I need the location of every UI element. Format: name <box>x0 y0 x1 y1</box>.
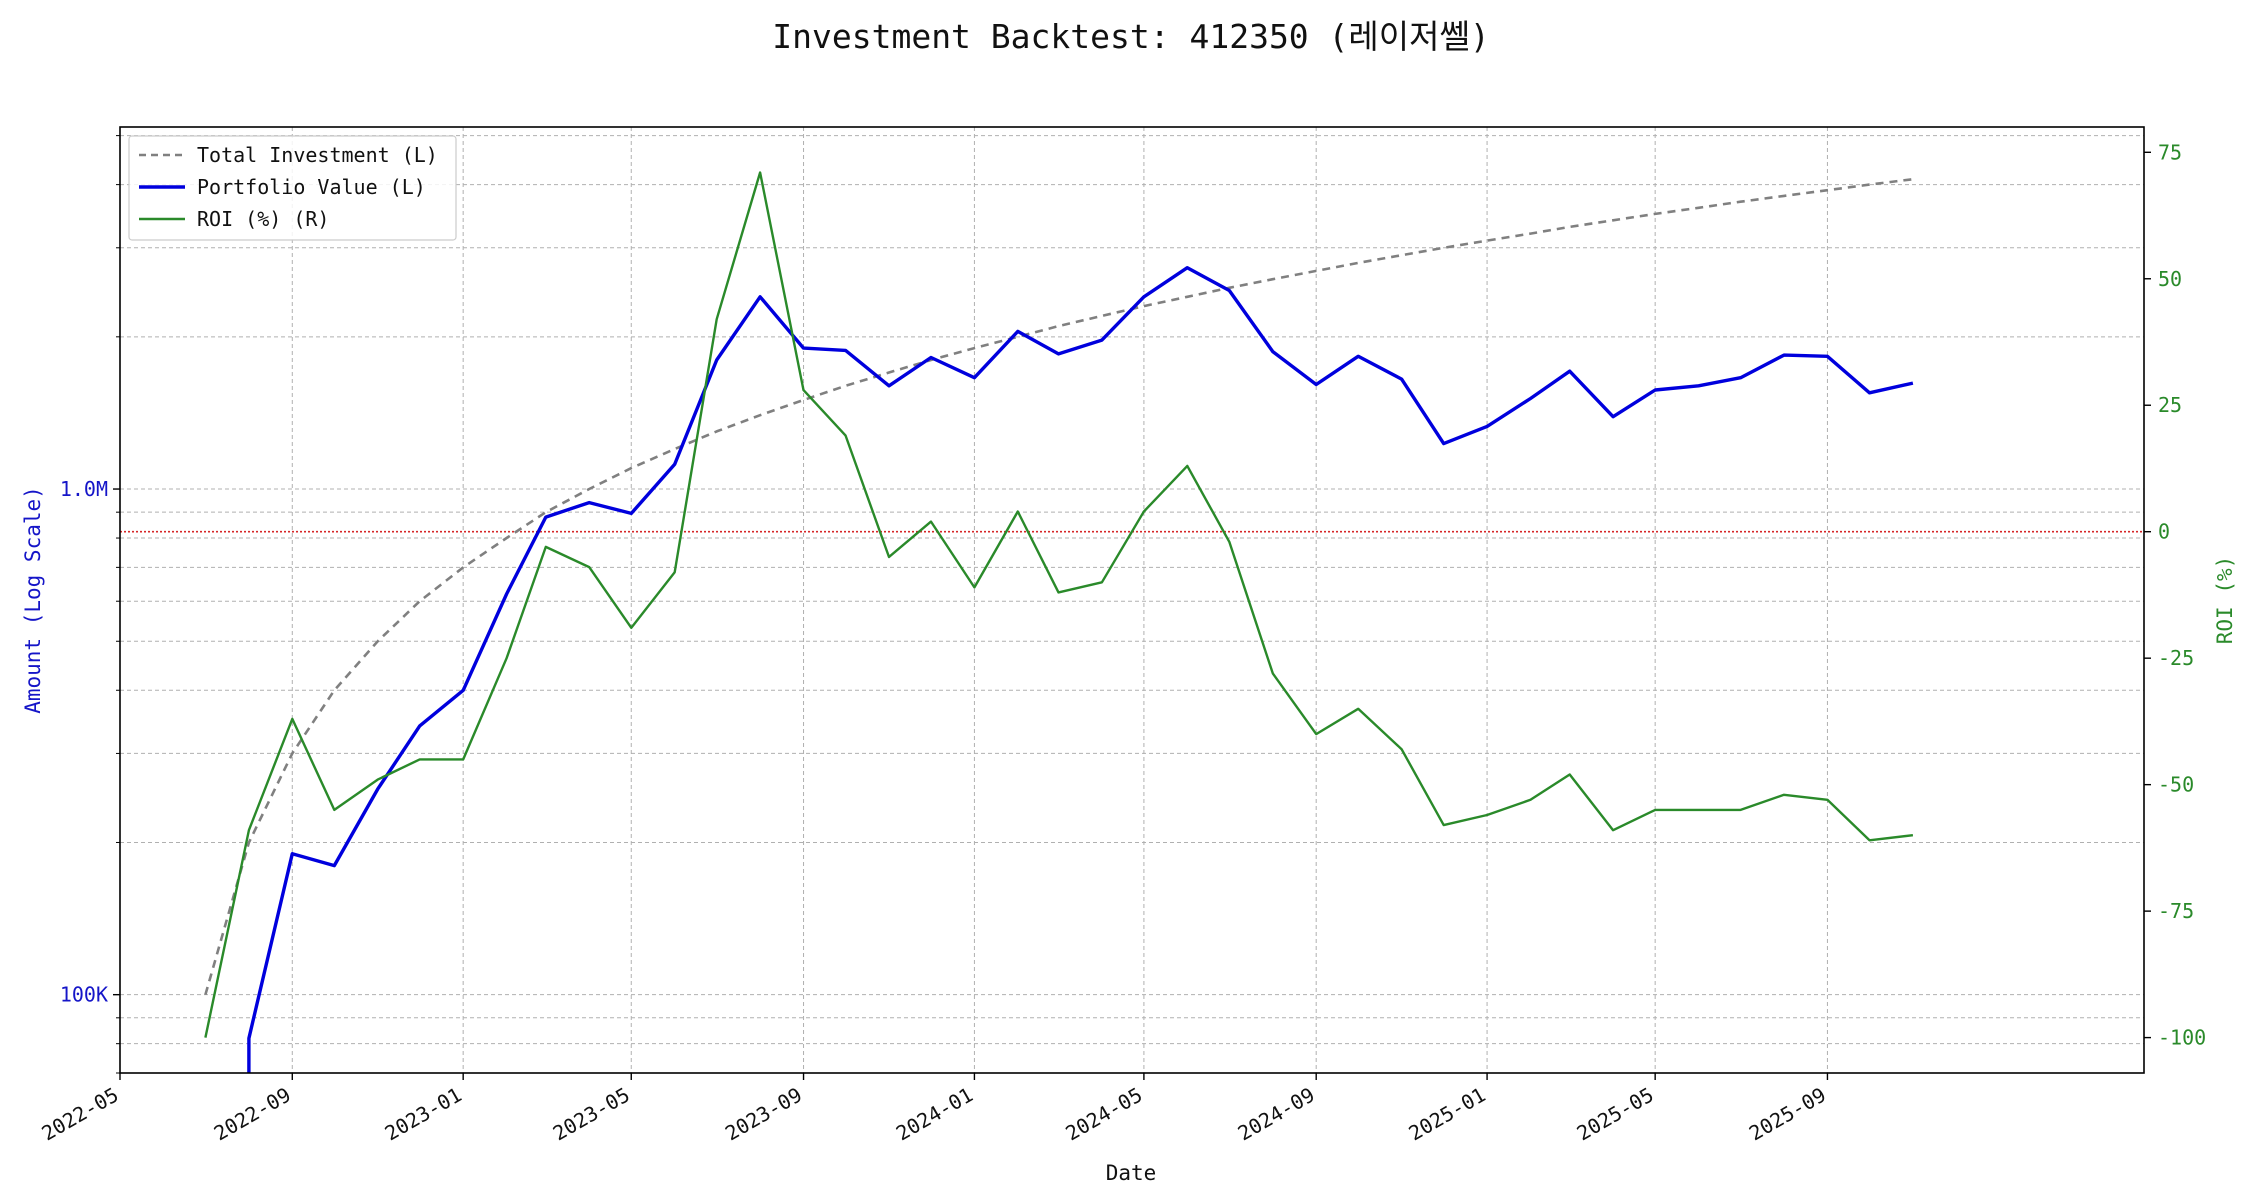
x-tick-label: 2025-01 <box>1405 1083 1490 1146</box>
x-axis-label: Date <box>1106 1161 1157 1185</box>
right-tick-label: 50 <box>2158 267 2182 291</box>
legend: Total Investment (L) Portfolio Value (L)… <box>128 135 457 241</box>
legend-box <box>128 135 457 241</box>
left-axis-label: Amount (Log Scale) <box>21 486 45 714</box>
x-tick-label: 2022-05 <box>37 1083 122 1146</box>
right-axis-label: ROI (%) <box>2213 556 2237 645</box>
x-tick-label: 2024-09 <box>1234 1083 1319 1146</box>
right-tick-label: 75 <box>2158 140 2182 164</box>
x-tick-label: 2025-05 <box>1573 1083 1658 1146</box>
right-tick-label: -25 <box>2158 646 2194 670</box>
legend-label-investment: Total Investment (L) <box>197 143 438 167</box>
x-tick-label: 2024-01 <box>892 1083 977 1146</box>
legend-label-roi: ROI (%) (R) <box>197 207 329 231</box>
roi-line <box>204 171 1914 1038</box>
portfolio-value-line <box>247 266 1914 1073</box>
x-axis-ticks: 2022-05 2022-09 2023-01 2023-05 2023-09 2024-… <box>37 1073 1830 1146</box>
right-tick-label: 25 <box>2158 393 2182 417</box>
x-tick-label: 2023-01 <box>381 1083 466 1146</box>
right-axis-ticks: 75 50 25 0 -25 -50 -75 -100 <box>2144 140 2206 1050</box>
chart-title: Investment Backtest: 412350 (레이저쎌) <box>772 17 1489 56</box>
plot-frame <box>119 126 2145 1074</box>
right-tick-label: 0 <box>2158 520 2170 544</box>
left-axis-ticks: 100K 1.0M <box>60 135 120 1074</box>
right-tick-label: -75 <box>2158 899 2194 923</box>
grid-lines <box>119 127 2144 1074</box>
series-lines <box>204 171 1914 1073</box>
right-tick-label: -100 <box>2158 1026 2206 1050</box>
x-tick-label: 2024-05 <box>1061 1083 1146 1146</box>
x-tick-label: 2022-09 <box>210 1083 295 1146</box>
x-tick-label: 2023-09 <box>721 1083 806 1146</box>
legend-label-portfolio: Portfolio Value (L) <box>197 175 426 199</box>
x-tick-label: 2023-05 <box>549 1083 634 1146</box>
total-investment-line <box>204 177 1914 996</box>
right-tick-label: -50 <box>2158 773 2194 797</box>
x-tick-label: 2025-09 <box>1745 1083 1830 1146</box>
left-tick-label: 1.0M <box>60 477 108 501</box>
left-tick-label: 100K <box>60 983 108 1007</box>
